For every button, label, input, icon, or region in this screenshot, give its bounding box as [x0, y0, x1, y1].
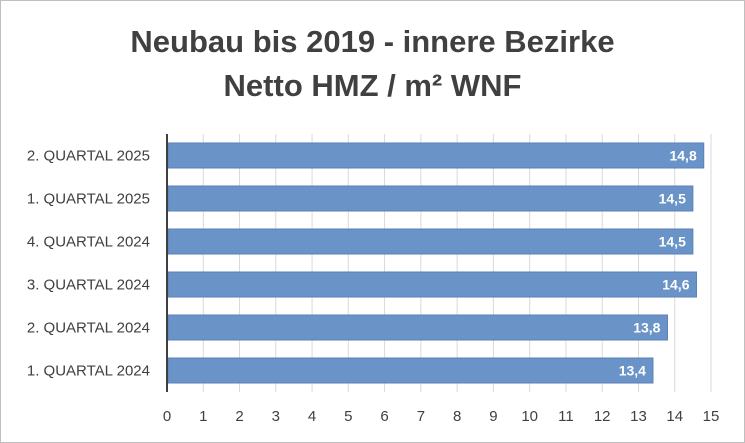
data-label: 13,4 — [619, 363, 646, 379]
bar — [167, 228, 694, 255]
data-label: 13,8 — [633, 320, 660, 336]
bar — [167, 357, 654, 384]
data-label: 14,5 — [659, 234, 686, 250]
x-tick-label: 8 — [453, 408, 461, 425]
x-tick-label: 12 — [594, 408, 611, 425]
data-label: 14,5 — [659, 191, 686, 207]
labels: 0 1 2 3 4 5 6 7 8 9 10 11 12 13 14 152. QUARTAL 2025 14,… — [27, 148, 719, 426]
x-tick-label: 6 — [380, 408, 388, 425]
data-label: 14,8 — [669, 148, 696, 164]
grid-lines — [202, 134, 712, 392]
x-tick-label: 5 — [344, 408, 352, 425]
category-label: 1. QUARTAL 2024 — [27, 363, 150, 380]
category-label: 4. QUARTAL 2024 — [27, 234, 150, 251]
x-tick-label: 7 — [417, 408, 425, 425]
category-label: 2. QUARTAL 2024 — [27, 320, 150, 337]
x-tick-label: 1 — [199, 408, 207, 425]
x-tick-label: 11 — [558, 408, 574, 425]
x-tick-label: 15 — [703, 408, 720, 425]
bar — [167, 185, 694, 212]
x-tick-label: 4 — [308, 408, 316, 425]
bars — [167, 142, 705, 384]
x-tick-label: 9 — [489, 408, 497, 425]
bar — [167, 314, 668, 341]
x-tick-label: 2 — [235, 408, 243, 425]
bar — [167, 271, 697, 298]
chart-title: Neubau bis 2019 - innere Bezirke — [130, 24, 615, 59]
category-label: 3. QUARTAL 2024 — [27, 277, 150, 294]
data-label: 14,6 — [662, 277, 689, 293]
x-tick-label: 3 — [272, 408, 280, 425]
x-tick-label: 0 — [163, 408, 171, 425]
category-label: 2. QUARTAL 2025 — [27, 148, 150, 165]
category-label: 1. QUARTAL 2025 — [27, 191, 150, 208]
x-tick-label: 13 — [630, 408, 647, 425]
chart-title-block: Neubau bis 2019 - innere Bezirke Netto H… — [0, 20, 745, 108]
bar — [167, 142, 705, 169]
x-tick-label: 14 — [666, 408, 683, 425]
chart-subtitle: Netto HMZ / m² WNF — [223, 68, 522, 103]
x-tick-label: 10 — [521, 408, 538, 425]
